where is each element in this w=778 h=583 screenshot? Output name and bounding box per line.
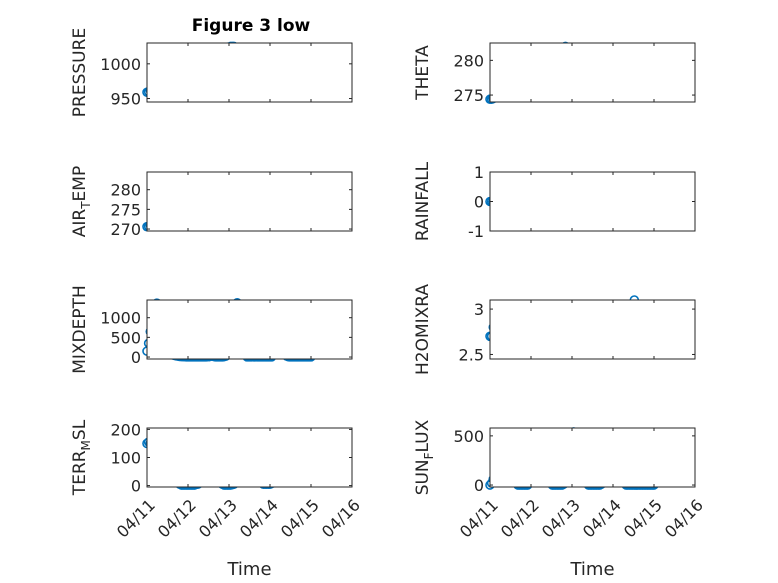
y-tick-label: 275 xyxy=(110,200,141,219)
y-axis-label: PRESSURE xyxy=(70,28,90,117)
x-axis-label: Time xyxy=(226,559,271,580)
y-tick-label: 1 xyxy=(474,163,484,182)
y-axis-label-main: PRESSURE xyxy=(70,28,90,117)
y-axis-label: H2OMIXRA xyxy=(413,284,433,375)
axes-frame xyxy=(146,42,353,103)
y-tick-label: -1 xyxy=(468,222,484,241)
y-axis-label-main: TERR xyxy=(70,450,90,496)
y-axis-label-main: H2OMIXRA xyxy=(413,284,433,375)
subplot-theta: 275 280 THETA xyxy=(413,41,696,105)
subplot-pressure: 950 1000 PRESSURE xyxy=(70,28,353,117)
axes-frame xyxy=(489,171,696,232)
y-axis-label: THETA xyxy=(413,45,433,101)
y-axis-label: TERRMSL xyxy=(70,419,93,496)
subplot-sun_flux: 050004/1104/1204/1304/1404/1504/16TimeSU… xyxy=(413,419,707,580)
y-axis-label: SUNFLUX xyxy=(413,419,436,495)
y-axis-label-main: AIR xyxy=(70,209,90,238)
y-tick-label: 3 xyxy=(474,300,484,319)
y-axis-label: MIXDEPTH xyxy=(70,285,90,374)
y-axis-label-main: SUN xyxy=(413,459,433,495)
y-tick-label: 950 xyxy=(110,90,141,109)
y-tick-label: 0 xyxy=(131,477,141,496)
axes-frame xyxy=(489,42,696,103)
subplot-rainfall: -1 0 1 RAINFALL xyxy=(413,161,696,241)
y-axis-label-suffix: SL xyxy=(70,419,90,440)
y-axis-label: RAINFALL xyxy=(413,161,433,241)
y-tick-label: 270 xyxy=(110,220,141,239)
y-tick-label: 280 xyxy=(453,51,484,70)
y-axis-label-main: THETA xyxy=(413,45,433,101)
subplot-h2omixra: 2.5 3 H2OMIXRA xyxy=(413,284,696,375)
y-axis-label-subscript: F xyxy=(422,452,436,459)
x-axis-label: Time xyxy=(569,559,614,580)
y-tick-label: 500 xyxy=(453,427,484,446)
y-tick-label: 500 xyxy=(110,328,141,347)
y-tick-label: 200 xyxy=(110,420,141,439)
axes-frame xyxy=(146,171,353,232)
y-tick-label: 0 xyxy=(474,476,484,495)
y-tick-label: 275 xyxy=(453,86,484,105)
y-tick-label: 0 xyxy=(474,193,484,212)
y-tick-label: 100 xyxy=(110,449,141,468)
y-tick-label: 1000 xyxy=(100,55,141,74)
axes-frame xyxy=(146,299,353,360)
y-axis-label-main: RAINFALL xyxy=(413,161,433,241)
axes-frame xyxy=(489,427,696,488)
figure-title: Figure 3 low xyxy=(192,16,311,36)
y-axis-label-main: MIXDEPTH xyxy=(70,285,90,374)
y-axis-label-subscript: T xyxy=(79,201,93,210)
y-axis-label-suffix: EMP xyxy=(70,166,90,202)
y-axis-label: AIRTEMP xyxy=(70,166,93,237)
y-axis-label-suffix: LUX xyxy=(413,419,433,452)
y-tick-label: 2.5 xyxy=(459,345,484,364)
axes-frame xyxy=(146,427,353,488)
y-tick-label: 0 xyxy=(131,348,141,367)
axes-frame xyxy=(489,299,696,360)
y-axis-label-subscript: M xyxy=(79,440,93,450)
y-tick-label: 1000 xyxy=(100,309,141,328)
y-tick-label: 280 xyxy=(110,181,141,200)
